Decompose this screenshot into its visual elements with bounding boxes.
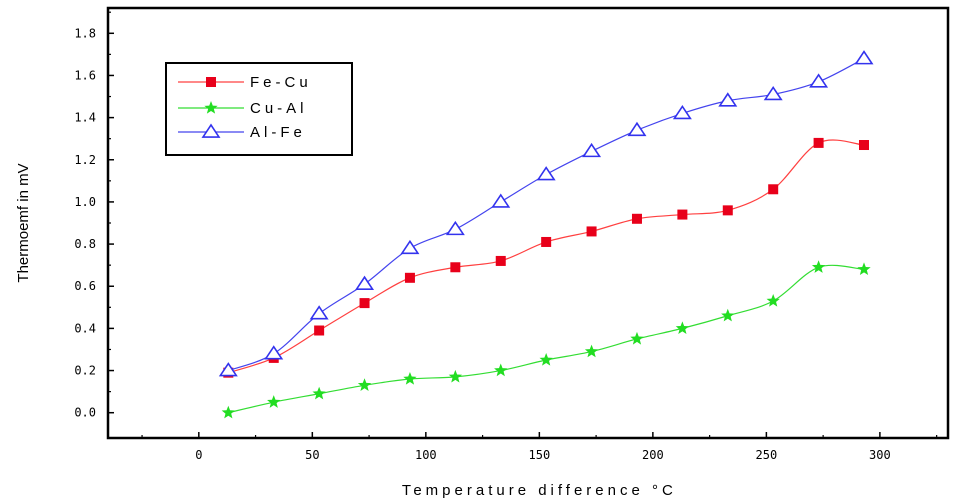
data-point [218, 362, 238, 377]
data-point [630, 331, 644, 345]
x-axis-title: Temperature difference °C [402, 482, 677, 499]
legend-box [165, 62, 353, 156]
series-layer [218, 50, 874, 419]
data-point [314, 325, 325, 336]
data-point [495, 255, 506, 266]
x-tick-label: 50 [305, 448, 319, 462]
y-tick-label: 0.6 [74, 279, 96, 293]
data-point [359, 298, 370, 309]
data-point [355, 275, 375, 290]
data-point [859, 140, 869, 151]
data-point [403, 371, 417, 385]
y-tick-label: 0.4 [74, 321, 96, 335]
data-point [448, 369, 463, 383]
legend-label: Cu-Al [250, 100, 308, 117]
data-point [541, 236, 552, 247]
y-tick-label: 1.4 [74, 111, 96, 125]
data-point [763, 85, 783, 101]
x-tick-label: 250 [756, 448, 778, 462]
data-point [809, 73, 829, 88]
series-cu-al [221, 260, 871, 419]
x-tick-label: 300 [869, 448, 891, 462]
data-point [264, 345, 284, 360]
data-point [445, 220, 465, 236]
data-point [404, 272, 415, 283]
y-tick-label: 0.2 [74, 364, 96, 378]
x-tick-label: 150 [529, 448, 551, 462]
data-point [221, 405, 235, 419]
y-axis-title: Thermoemf in mV [15, 163, 32, 282]
x-axis-ticks: 0 50 100 150 200 250 300 [141, 432, 938, 462]
data-point [811, 260, 826, 273]
data-point [813, 137, 824, 148]
y-tick-label: 1.6 [74, 68, 96, 82]
y-axis-ticks: 0.0 0.2 0.4 0.6 0.8 1.0 1.2 1.4 1.6 1.8 [74, 11, 114, 420]
legend-label: Fe-Cu [250, 74, 312, 91]
y-tick-label: 1.2 [74, 153, 96, 167]
y-tick-label: 1.0 [74, 195, 96, 209]
legend: Fe-Cu Cu-Al Al-Fe [165, 62, 353, 156]
data-point [586, 226, 597, 237]
data-point [854, 50, 874, 65]
y-tick-label: 0.0 [74, 406, 96, 420]
data-point [675, 321, 690, 335]
series-al-fe [218, 50, 874, 377]
y-tick-label: 1.8 [74, 26, 96, 40]
data-point [627, 121, 647, 137]
legend-marker [201, 123, 221, 138]
legend-label: Al-Fe [250, 124, 306, 141]
data-point [494, 363, 508, 377]
data-point [631, 213, 642, 224]
data-point [721, 308, 735, 322]
data-point [718, 92, 738, 107]
x-tick-label: 100 [415, 448, 437, 462]
data-point [309, 305, 329, 320]
legend-marker [204, 101, 218, 114]
x-tick-label: 0 [195, 448, 202, 462]
x-tick-label: 200 [642, 448, 664, 462]
data-point [768, 184, 779, 195]
data-point [312, 386, 326, 400]
data-point [722, 205, 733, 216]
y-tick-label: 0.8 [74, 237, 96, 251]
data-point [766, 293, 780, 307]
data-point [672, 104, 692, 120]
data-point [536, 166, 556, 181]
data-point [582, 142, 602, 158]
data-point [584, 344, 599, 358]
data-point [400, 239, 420, 255]
data-point [267, 395, 281, 408]
data-point [857, 262, 871, 276]
legend-marker [206, 77, 216, 87]
data-point [450, 262, 461, 273]
data-point [357, 378, 372, 391]
data-point [491, 193, 511, 208]
data-point [539, 353, 553, 366]
data-point [677, 209, 688, 220]
